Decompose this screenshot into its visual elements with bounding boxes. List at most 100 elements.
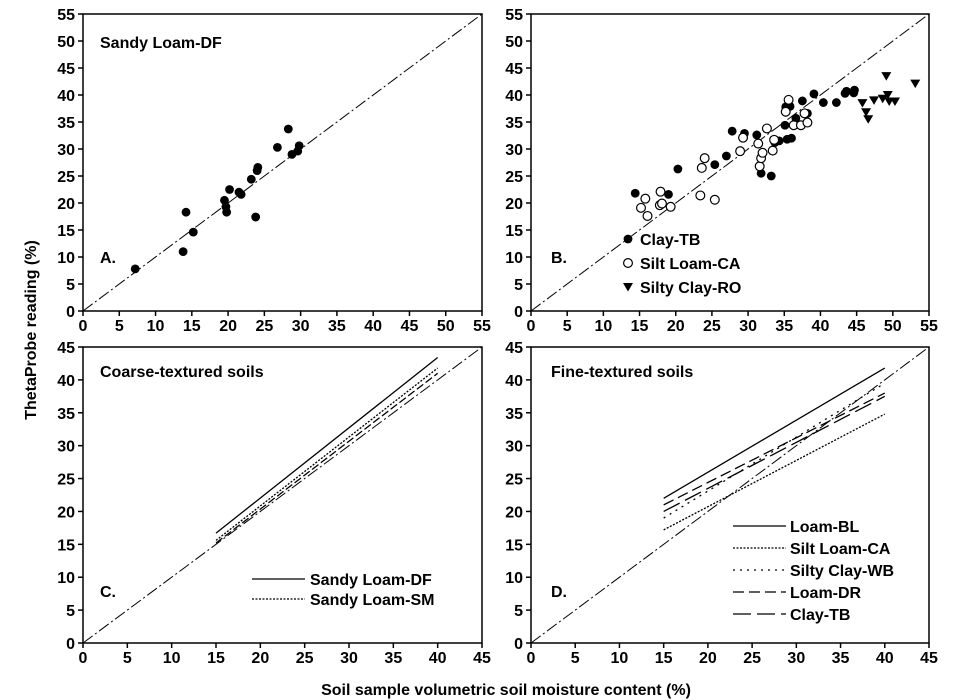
- x-tick-label: 25: [296, 650, 314, 667]
- legend-label: Sandy Loam-SM: [310, 592, 434, 609]
- x-tick-label: 25: [743, 650, 761, 667]
- legend-marker: [623, 283, 633, 292]
- data-point: [283, 124, 293, 134]
- series-unnamed: [130, 124, 304, 274]
- series-unnamed: [215, 372, 439, 544]
- y-tick-label: 45: [57, 340, 75, 357]
- x-tick-label: 0: [79, 318, 88, 335]
- x-tick-label: 5: [115, 318, 124, 335]
- data-point: [787, 133, 796, 143]
- data-point: [735, 146, 746, 157]
- y-axis-label: ThetaProbe reading (%): [23, 240, 40, 420]
- data-point: [294, 141, 304, 151]
- x-tick-label: 25: [255, 318, 273, 335]
- data-point: [799, 108, 810, 119]
- legend-label: Sandy Loam-DF: [310, 572, 432, 589]
- data-point: [246, 174, 256, 184]
- x-tick-label: 40: [876, 650, 894, 667]
- y-tick-label: 45: [505, 340, 523, 357]
- x-tick-label: 5: [123, 650, 132, 667]
- x-tick-label: 55: [920, 318, 938, 335]
- y-tick-label: 45: [505, 61, 523, 78]
- series-loam-dr: Loam-DR: [663, 392, 886, 602]
- panel-title: Fine-textured soils: [551, 364, 693, 381]
- data-point: [738, 132, 749, 143]
- y-tick-label: 40: [505, 88, 523, 105]
- data-point: [863, 115, 874, 124]
- regression-line: [663, 382, 886, 519]
- legend-label: Clay-TB: [790, 607, 850, 624]
- x-tick-label: 10: [163, 650, 181, 667]
- data-point: [635, 202, 646, 213]
- regression-line: [215, 357, 439, 534]
- y-tick-label: 30: [57, 439, 75, 456]
- data-point: [754, 161, 765, 172]
- data-point: [757, 147, 768, 158]
- series-silt-loam-ca: Silt Loam-CA: [663, 413, 891, 558]
- y-tick-label: 55: [57, 7, 75, 24]
- series-sandy-loam-sm: Sandy Loam-SM: [215, 367, 439, 609]
- data-point: [831, 98, 841, 107]
- data-point: [188, 227, 198, 237]
- data-point: [769, 134, 780, 145]
- x-tick-label: 20: [667, 318, 685, 335]
- y-tick-label: 35: [505, 406, 523, 423]
- y-tick-label: 50: [505, 34, 523, 51]
- panel-d: 0 5 10 15 20 25 30 35 40 45 0 5 10 15 20 25 30 35 40 45 Fine…: [505, 340, 938, 667]
- x-tick-label: 15: [207, 650, 225, 667]
- data-point: [222, 207, 232, 217]
- data-point: [881, 72, 892, 81]
- x-tick-label: 30: [787, 650, 805, 667]
- y-tick-label: 40: [57, 88, 75, 105]
- y-tick-label: 20: [57, 196, 75, 213]
- x-tick-label: 45: [848, 318, 866, 335]
- x-tick-label: 0: [79, 650, 88, 667]
- data-point: [783, 94, 794, 105]
- x-tick-label: 55: [473, 318, 491, 335]
- panel-c: 0 5 10 15 20 25 30 35 40 45 0 5 10 15 20 25 30 35 40 45 Coar…: [57, 340, 491, 667]
- x-tick-label: 40: [429, 650, 447, 667]
- y-tick-label: 35: [57, 406, 75, 423]
- x-tick-label: 35: [832, 650, 850, 667]
- y-tick-label: 5: [66, 277, 75, 294]
- data-point: [802, 117, 813, 128]
- y-tick-label: 35: [505, 115, 523, 132]
- series-silty-clay-wb: Silty Clay-WB: [663, 382, 894, 580]
- regression-line: [663, 395, 886, 513]
- legend-label: Clay-TB: [640, 232, 700, 249]
- data-point: [656, 198, 667, 209]
- data-point: [809, 89, 819, 99]
- data-point: [752, 130, 762, 140]
- x-tick-label: 15: [631, 318, 649, 335]
- data-point: [910, 79, 921, 89]
- y-tick-label: 25: [57, 472, 75, 489]
- data-point: [655, 186, 666, 197]
- y-tick-label: 0: [66, 304, 75, 321]
- plot-frame: [530, 346, 930, 644]
- series-clay-tb: Clay-TB: [623, 85, 859, 249]
- data-point: [640, 193, 651, 204]
- data-point: [181, 207, 191, 217]
- data-point: [178, 247, 188, 256]
- data-point: [253, 162, 263, 172]
- x-tick-label: 50: [884, 318, 902, 335]
- data-point: [251, 212, 261, 222]
- y-tick-label: 15: [505, 537, 523, 554]
- data-point: [869, 96, 880, 105]
- y-tick-label: 15: [505, 223, 523, 240]
- data-point: [696, 162, 707, 173]
- data-point: [882, 91, 893, 100]
- x-tick-label: 10: [594, 318, 612, 335]
- regression-line: [215, 372, 439, 544]
- data-point: [273, 142, 282, 152]
- data-point: [797, 96, 807, 106]
- plot-frame: [82, 346, 483, 644]
- y-tick-label: 40: [505, 373, 523, 390]
- y-tick-label: 5: [66, 603, 75, 620]
- x-tick-label: 5: [563, 318, 572, 335]
- y-tick-label: 30: [505, 142, 523, 159]
- y-tick-label: 25: [505, 472, 523, 489]
- y-tick-label: 35: [57, 115, 75, 132]
- data-point: [766, 171, 776, 181]
